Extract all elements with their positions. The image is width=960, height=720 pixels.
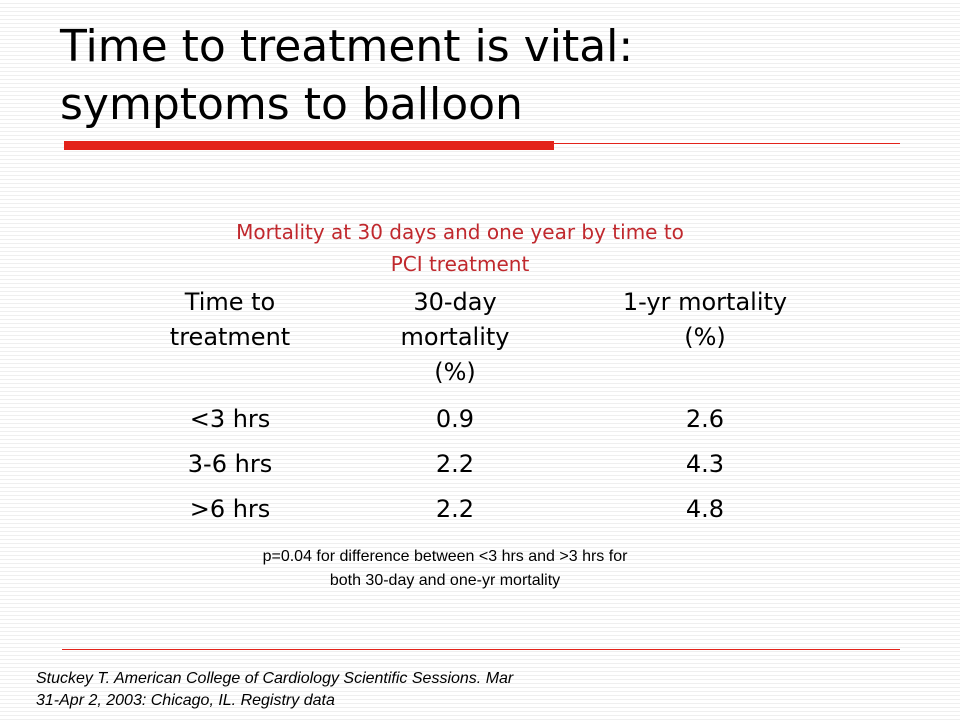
header-line: Time to — [184, 288, 276, 316]
source-citation: Stuckey T. American College of Cardiolog… — [36, 668, 636, 712]
source-citation-line-2: 31-Apr 2, 2003: Chicago, IL. Registry da… — [36, 692, 335, 709]
header-line: mortality — [400, 323, 510, 351]
cell-1-yr: 4.3 — [685, 449, 725, 478]
header-1-yr-mortality: 1-yr mortality (%) — [560, 285, 850, 396]
header-time-to-treatment: Time to treatment — [110, 285, 350, 396]
table-row: >6 hrs 2.2 4.8 — [110, 486, 850, 531]
header-line: treatment — [169, 323, 291, 351]
slide-title-line-2: symptoms to balloon — [60, 79, 523, 130]
table-caption-line-1: Mortality at 30 days and one year by tim… — [236, 220, 684, 244]
cell-time: <3 hrs — [189, 404, 271, 433]
source-citation-line-1: Stuckey T. American College of Cardiolog… — [36, 670, 514, 687]
title-accent-bar — [64, 141, 554, 150]
cell-30-day: 2.2 — [435, 449, 475, 478]
footer-divider — [62, 649, 900, 650]
cell-time: 3-6 hrs — [187, 449, 273, 478]
table-caption-line-2: PCI treatment — [390, 252, 530, 276]
cell-time: >6 hrs — [189, 494, 271, 523]
cell-30-day: 2.2 — [435, 494, 475, 523]
cell-1-yr: 2.6 — [685, 404, 725, 433]
slide-title: Time to treatment is vital: symptoms to … — [60, 18, 920, 134]
title-accent-rule — [554, 143, 900, 144]
header-line: (%) — [434, 358, 476, 386]
table-row: 3-6 hrs 2.2 4.3 — [110, 441, 850, 486]
p-value-note-line-2: both 30-day and one-yr mortality — [329, 572, 561, 589]
p-value-note: p=0.04 for difference between <3 hrs and… — [150, 545, 740, 593]
header-30-day-mortality: 30-day mortality (%) — [350, 285, 560, 396]
mortality-table: Time to treatment 30-day mortality (%) 1… — [110, 285, 850, 531]
p-value-note-line-1: p=0.04 for difference between <3 hrs and… — [262, 548, 628, 565]
cell-1-yr: 4.8 — [685, 494, 725, 523]
slide-title-line-1: Time to treatment is vital: — [60, 21, 634, 72]
header-line: 30-day — [413, 288, 497, 316]
table-header-row: Time to treatment 30-day mortality (%) 1… — [110, 285, 850, 396]
table-caption: Mortality at 30 days and one year by tim… — [150, 216, 770, 280]
cell-30-day: 0.9 — [435, 404, 475, 433]
header-line: 1-yr mortality — [622, 288, 788, 316]
header-line: (%) — [684, 323, 726, 351]
table-row: <3 hrs 0.9 2.6 — [110, 396, 850, 441]
